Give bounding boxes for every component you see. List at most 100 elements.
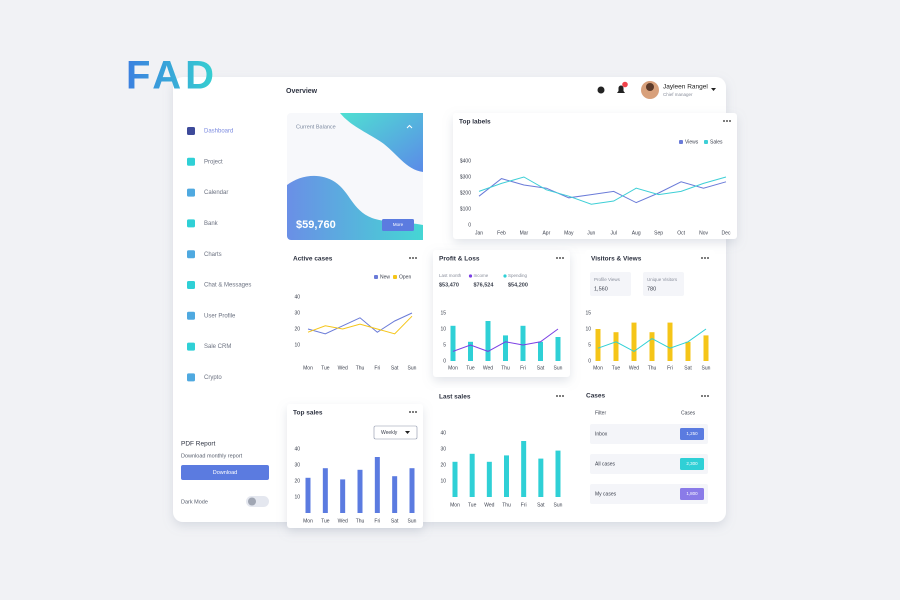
x-tick-label: Mar: [520, 230, 529, 236]
bar: [450, 325, 456, 361]
nav-item[interactable]: Bank: [204, 221, 219, 227]
more-dot[interactable]: [704, 395, 706, 397]
y-tick-label: 10: [585, 326, 591, 332]
y-tick-label: 5: [443, 342, 446, 348]
bar: [305, 477, 311, 513]
nav-item[interactable]: Crypto: [204, 375, 222, 381]
user-role: Chief manager: [663, 92, 693, 97]
table-header: Filter: [595, 410, 606, 416]
dropdown[interactable]: [373, 425, 418, 440]
x-tick-label: Jan: [475, 230, 483, 236]
settings-icon[interactable]: [597, 86, 605, 94]
more-dot[interactable]: [559, 257, 561, 259]
y-tick-label: 20: [294, 326, 300, 332]
stat-value: 1,560: [594, 286, 608, 292]
more-dot: [556, 395, 558, 397]
stat-value: $76,524: [474, 282, 495, 288]
y-tick-label: 0: [443, 358, 446, 364]
bar: [392, 476, 398, 513]
y-tick-label: 30: [294, 310, 300, 316]
bar: [485, 321, 491, 361]
download-button[interactable]: [181, 465, 269, 480]
nav-icon: [187, 373, 195, 382]
pdf-title: PDF Report: [181, 441, 216, 448]
x-tick-label: Dec: [722, 230, 731, 236]
nav-item[interactable]: Project: [204, 159, 223, 165]
stat-label: Spending: [508, 273, 528, 278]
balance-button-label: More: [393, 222, 404, 227]
user-name: Jayleen Rangel: [663, 84, 708, 91]
bar: [631, 322, 637, 361]
chart-title: Visitors & Views: [591, 256, 642, 263]
nav-icon: [187, 157, 195, 166]
nav-item[interactable]: Chat & Messages: [204, 283, 251, 289]
cases-title: Cases: [586, 393, 606, 400]
notification-badge: [622, 81, 628, 88]
nav-icon: [187, 188, 195, 197]
line-series: [597, 328, 707, 352]
more-dot[interactable]: [412, 411, 414, 413]
bar: [409, 468, 415, 513]
download-label: Download: [213, 470, 237, 476]
nav-item[interactable]: Calendar: [204, 190, 228, 196]
chart-card: [433, 388, 570, 510]
x-tick-label: Feb: [497, 230, 506, 236]
x-tick-label: Mon: [448, 365, 458, 371]
nav-item[interactable]: Charts: [204, 252, 222, 258]
more-dot[interactable]: [704, 257, 706, 259]
x-tick-label: Tue: [466, 365, 475, 371]
nav-icon: [187, 342, 195, 351]
dropdown-label: Weekly: [381, 430, 398, 436]
balance-chevron[interactable]: [406, 124, 413, 129]
row-pill: [680, 428, 704, 440]
x-tick-label: Mon: [303, 518, 313, 524]
bar: [322, 468, 328, 513]
bar: [452, 461, 458, 497]
balance-shape-top: [340, 113, 423, 172]
more-dot: [707, 257, 709, 259]
legend-label: Open: [399, 274, 411, 280]
y-tick-label: 10: [440, 326, 446, 332]
x-tick-label: Sun: [554, 365, 563, 371]
bar: [613, 332, 619, 361]
bar: [503, 335, 508, 361]
nav-item[interactable]: Sale CRM: [204, 344, 231, 350]
bar: [504, 455, 509, 497]
nav-item[interactable]: Dashboard: [204, 129, 233, 135]
bar: [595, 329, 601, 361]
row-value: 2,300: [686, 461, 698, 466]
user-menu-caret[interactable]: [711, 88, 716, 91]
logo: FAD: [126, 54, 218, 98]
legend-label: New: [380, 274, 390, 280]
line-series: [478, 176, 727, 205]
x-tick-label: Wed: [484, 502, 494, 508]
x-tick-label: Sat: [391, 365, 399, 371]
x-tick-label: Sun: [408, 365, 417, 371]
bar: [340, 479, 346, 513]
notification-icon[interactable]: [617, 85, 625, 94]
legend-label: Sales: [710, 139, 723, 145]
x-tick-label: Thu: [648, 365, 657, 371]
bar: [538, 458, 544, 497]
balance-button[interactable]: [382, 219, 414, 231]
bar: [374, 457, 380, 513]
toggle-knob: [248, 497, 256, 506]
chart-title: Profit & Loss: [439, 256, 480, 263]
row-pill: [680, 458, 704, 470]
nav-icon: [187, 250, 195, 259]
more-dot[interactable]: [412, 257, 414, 259]
bar: [520, 325, 526, 361]
more-dot: [415, 411, 417, 413]
y-tick-label: $200: [460, 190, 471, 196]
more-dot: [415, 257, 417, 259]
more-dot[interactable]: [726, 120, 728, 122]
more-dot: [556, 257, 558, 259]
more-dot[interactable]: [559, 395, 561, 397]
stat-label: Profile Views: [594, 277, 621, 282]
x-tick-label: Thu: [356, 518, 365, 524]
bar: [555, 337, 561, 361]
nav-item[interactable]: User Profile: [204, 313, 236, 319]
row-value: 1,800: [686, 491, 698, 496]
line-series: [307, 312, 413, 335]
nav-icon: [187, 127, 195, 135]
